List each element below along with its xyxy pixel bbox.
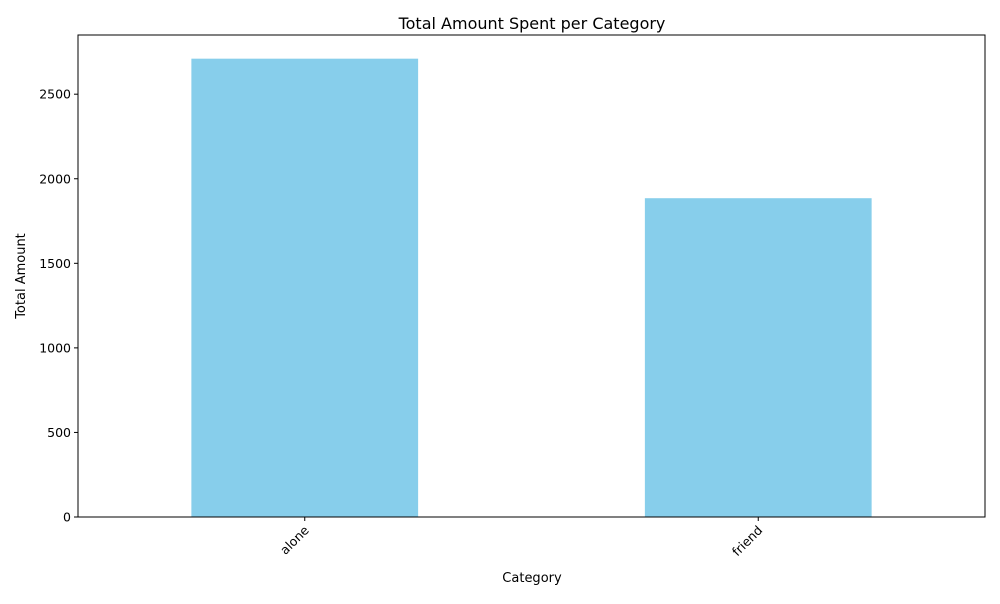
y-tick-label-0: 0 [63, 510, 71, 525]
bar-alone [191, 58, 419, 518]
plot-frame [77, 34, 986, 518]
y-tick-label-500: 500 [47, 425, 71, 440]
x-tick-label-alone: alone [277, 522, 312, 557]
y-axis-ticks: 0 500 1000 1500 2000 2500 [39, 87, 78, 525]
y-tick-label-2500: 2500 [39, 87, 71, 102]
bar-friend [644, 198, 872, 518]
y-tick-label-1500: 1500 [39, 256, 71, 271]
bars-group [191, 58, 872, 518]
x-axis-label: Category [502, 571, 562, 586]
x-tick-label-friend: friend [729, 523, 765, 559]
y-tick-label-1000: 1000 [39, 340, 71, 355]
y-tick-label-2000: 2000 [39, 171, 71, 186]
y-axis-label: Total Amount [14, 233, 29, 320]
x-axis-ticks: alone friend [277, 517, 765, 559]
chart-title: Total Amount Spent per Category [398, 14, 666, 33]
